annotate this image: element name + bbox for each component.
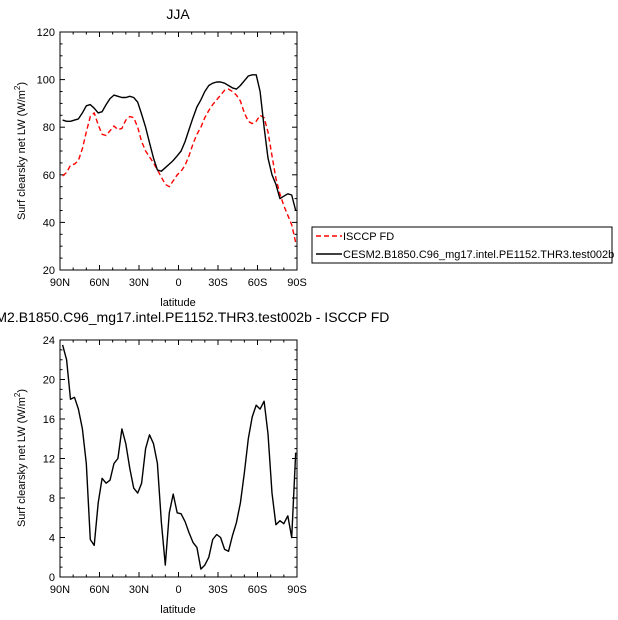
- series-line-cesm2-b1850-c96-mg17-intel-pe1152-thr3-test002b: [62, 74, 297, 211]
- series-layer: [62, 74, 297, 243]
- y-tick-label: 24: [43, 335, 55, 347]
- y-axis-label-main: Surf clearsky net LW (W/m: [16, 397, 28, 527]
- x-tick-label: 30N: [129, 277, 149, 289]
- legend-label-isccp: ISCCP FD: [343, 231, 394, 243]
- y-tick-label: 20: [43, 265, 55, 277]
- y-tick-label: 8: [49, 493, 55, 505]
- y-axis-label-main: Surf clearsky net LW (W/m: [16, 90, 28, 220]
- series-line-isccp-fd: [62, 88, 297, 243]
- x-tick-label: 60S: [248, 584, 268, 596]
- x-tick-label: 90S: [287, 584, 307, 596]
- legend: ISCCP FD CESM2.B1850.C96_mg17.intel.PE11…: [311, 226, 614, 264]
- x-tick-label: 0: [175, 584, 181, 596]
- y-tick-label: 60: [43, 170, 55, 182]
- y-axis-label-sup: 2: [13, 85, 22, 90]
- x-tick-label: 30S: [208, 277, 228, 289]
- x-tick-label: 90N: [50, 584, 70, 596]
- legend-label-cesm: CESM2.B1850.C96_mg17.intel.PE1152.THR3.t…: [343, 249, 614, 261]
- plot-frame: [59, 31, 298, 271]
- series-line-difference: [61, 344, 297, 570]
- y-tick-label: 12: [43, 454, 55, 466]
- y-tick-label: 80: [43, 122, 55, 134]
- y-tick-label: 0: [49, 572, 55, 584]
- x-tick-label: 90N: [50, 277, 70, 289]
- x-tick-label: 30N: [129, 584, 149, 596]
- x-axis-label: latitude: [160, 604, 195, 616]
- y-axis-label-sup: 2: [13, 392, 22, 397]
- plot-frame: [59, 339, 298, 578]
- legend-frame: [311, 226, 613, 264]
- top-chart-panel: JJA 20 40 60 80 100 120 90N 60N 30N 0 30S 60S 90S la…: [13, 6, 307, 309]
- x-tick-label: 60S: [248, 277, 268, 289]
- y-axis-label-tail: ): [16, 389, 28, 393]
- x-tick-label: 90S: [287, 277, 307, 289]
- y-tick-label: 4: [49, 533, 55, 545]
- y-tick-label: 100: [37, 75, 55, 87]
- x-tick-label: 60N: [89, 277, 109, 289]
- x-axis-label: latitude: [160, 297, 195, 309]
- y-tick-label: 40: [43, 217, 55, 229]
- chart-title: JJA: [166, 6, 190, 22]
- y-tick-label: 20: [43, 375, 55, 387]
- axis-ticks: 20 40 60 80 100 120 90N 60N 30N 0 30S 60S 90S: [37, 27, 307, 289]
- y-axis-label-tail: ): [16, 82, 28, 86]
- x-tick-label: 30S: [208, 584, 228, 596]
- y-axis-label: Surf clearsky net LW (W/m2): [13, 389, 28, 527]
- y-tick-label: 16: [43, 414, 55, 426]
- axis-ticks: 0 4 8 12 16 20 24 90N 60N 30N 0 30S 60S 90S: [43, 335, 307, 596]
- chart-title: CESM2.B1850.C96_mg17.intel.PE1152.THR3.t…: [0, 309, 389, 325]
- series-layer: [61, 344, 297, 570]
- y-tick-label: 120: [37, 27, 55, 39]
- x-tick-label: 60N: [89, 584, 109, 596]
- y-axis-label: Surf clearsky net LW (W/m2): [13, 82, 28, 220]
- x-tick-label: 0: [175, 277, 181, 289]
- bottom-chart-panel: CESM2.B1850.C96_mg17.intel.PE1152.THR3.t…: [0, 309, 389, 616]
